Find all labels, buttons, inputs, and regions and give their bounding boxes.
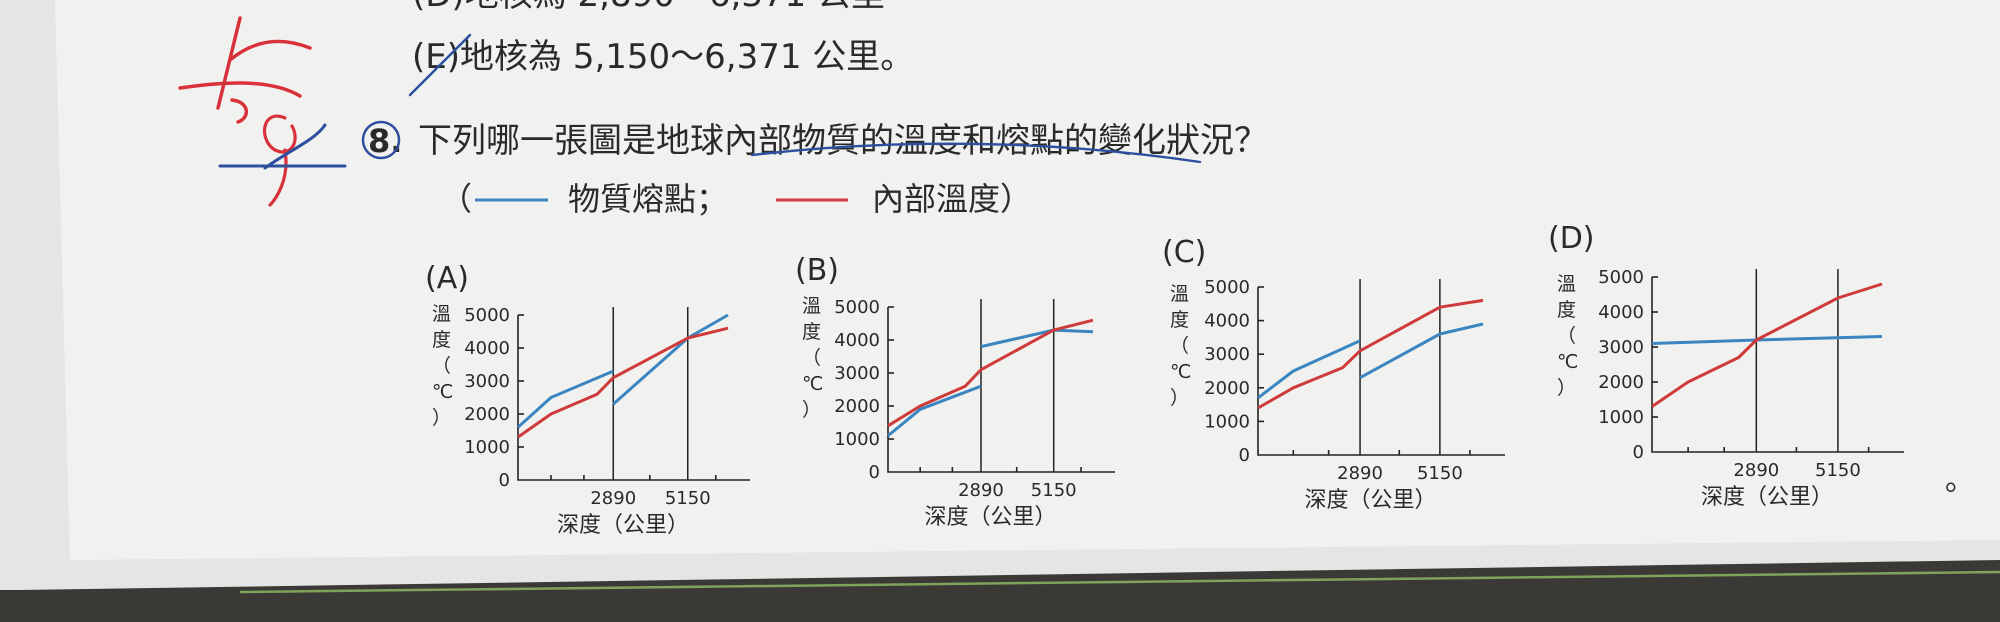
- y-tick-label: 0: [499, 470, 510, 491]
- question-stem: 下列哪一張圖是地球內部物質的溫度和熔點的變化狀況？: [418, 121, 1268, 161]
- answer-mark-red: [178, 16, 312, 124]
- chart-axes: [1257, 287, 1505, 456]
- stem-underline: [750, 142, 1202, 164]
- temperature-line-seg1: [887, 368, 983, 428]
- chart-panel-label: (C): [1162, 235, 1206, 270]
- chart-xlabel: 深度（公里）: [1304, 488, 1436, 513]
- y-tick-label: 2000: [1204, 378, 1250, 399]
- y-tick-label: 0: [869, 462, 880, 483]
- y-tick-label: 0: [1239, 445, 1250, 466]
- temperature-line-seg2: [1359, 298, 1484, 353]
- temperature-line-seg1: [517, 376, 615, 439]
- temperature-line-seg2: [1755, 282, 1883, 342]
- x-tick-label: 5150: [1031, 480, 1077, 501]
- melting-point-line-seg1: [1257, 339, 1361, 400]
- y-tick-label: 2000: [1598, 372, 1644, 393]
- y-tick-label: 3000: [1204, 344, 1250, 365]
- legend: （ 物質熔點； 內部溫度）: [440, 180, 1032, 218]
- chart-xlabel: 深度（公里）: [924, 505, 1056, 530]
- trailing-period: 。: [1945, 463, 1975, 498]
- y-tick-label: 1000: [1598, 407, 1644, 428]
- y-tick-label: 5000: [1204, 277, 1250, 298]
- melting-point-line-seg1: [516, 369, 614, 429]
- question-number-circle: [361, 120, 401, 160]
- temperature-line-seg1: [1651, 338, 1758, 408]
- y-tick-label: 2000: [834, 396, 880, 417]
- y-tick-label: 1000: [834, 429, 880, 450]
- temperature-line-seg2: [612, 326, 729, 380]
- chart-panel-4: (D) 溫度（℃） 5000 4000 3000 2000 1000 0 2890 5150 深度（…: [1548, 221, 1904, 510]
- chart-xlabel: 深度（公里）: [557, 513, 689, 538]
- option-e-text: (E)地核為 5,150～6,371 公里。: [412, 37, 914, 77]
- y-tick-label: 4000: [464, 338, 510, 359]
- chart-ylabel: 溫度（℃）: [802, 295, 823, 421]
- y-tick-label: 3000: [464, 371, 510, 392]
- y-tick-label: 5000: [1598, 267, 1644, 288]
- y-tick-label: 5000: [464, 305, 510, 326]
- x-tick-label: 5150: [1815, 460, 1861, 481]
- y-tick-label: 4000: [1598, 302, 1644, 323]
- legend-open-paren: （: [440, 180, 472, 218]
- chart-panel-label: (D): [1548, 221, 1595, 256]
- blank-line-ink: [218, 123, 347, 170]
- question-number: 8.: [368, 122, 402, 160]
- paper-sheet: [55, 0, 2000, 560]
- chart-axes: [887, 307, 1115, 473]
- page-footer-rule: [239, 570, 2000, 594]
- handwritten-answer: A: [178, 16, 1202, 207]
- chart-ylabel: 溫度（℃）: [432, 303, 453, 429]
- option-e-check: [408, 33, 472, 97]
- x-tick-label: 2890: [590, 488, 636, 509]
- x-tick-label: 5150: [1417, 463, 1463, 484]
- chart-panel-2: (B) 溫度（℃） 5000 4000 3000 2000 1000 0 2890 5150 深度（…: [795, 253, 1115, 530]
- chart-panel-label: (B): [795, 253, 839, 288]
- temperature-line-seg1: [1257, 349, 1362, 410]
- melting-point-line-seg2: [1359, 322, 1484, 380]
- x-tick-label: 2890: [1733, 460, 1779, 481]
- x-tick-label: 2890: [958, 480, 1004, 501]
- chart-panels: (A) 溫度（℃） 5000 4000 3000 2000 1000 0 2890 5150 深度（…: [425, 221, 1904, 538]
- y-tick-label: 1000: [1204, 411, 1250, 432]
- y-tick-label: 3000: [834, 363, 880, 384]
- melting-point-line-seg1: [887, 384, 982, 437]
- y-tick-label: 2000: [464, 404, 510, 425]
- chart-panel-label: (A): [425, 261, 469, 296]
- temperature-line-seg2: [980, 318, 1094, 372]
- chart-panel-1: (A) 溫度（℃） 5000 4000 3000 2000 1000 0 2890 5150 深度（…: [425, 261, 750, 538]
- y-tick-label: 3000: [1598, 337, 1644, 358]
- y-tick-label: 4000: [834, 330, 880, 351]
- legend-melting-label: 物質熔點；: [568, 180, 728, 218]
- x-tick-label: 5150: [665, 488, 711, 509]
- chart-ylabel: 溫度（℃）: [1170, 283, 1191, 409]
- y-tick-label: 5000: [834, 297, 880, 318]
- legend-temp-label: 內部溫度）: [872, 180, 1032, 218]
- x-tick-label: 2890: [1337, 463, 1383, 484]
- chart-axes: [1651, 277, 1904, 453]
- option-d-text: (D)地核為 2,890～6,371 公里: [412, 0, 885, 15]
- y-tick-label: 0: [1633, 442, 1644, 463]
- chart-xlabel: 深度（公里）: [1701, 485, 1833, 510]
- note-mark-red: [263, 114, 297, 207]
- chart-ylabel: 溫度（℃）: [1557, 273, 1578, 399]
- chart-axes: [517, 315, 750, 481]
- chart-panel-3: (C) 溫度（℃） 5000 4000 3000 2000 1000 0 2890 5150 深度（…: [1162, 235, 1505, 513]
- y-tick-label: 1000: [464, 437, 510, 458]
- y-tick-label: 4000: [1204, 311, 1250, 332]
